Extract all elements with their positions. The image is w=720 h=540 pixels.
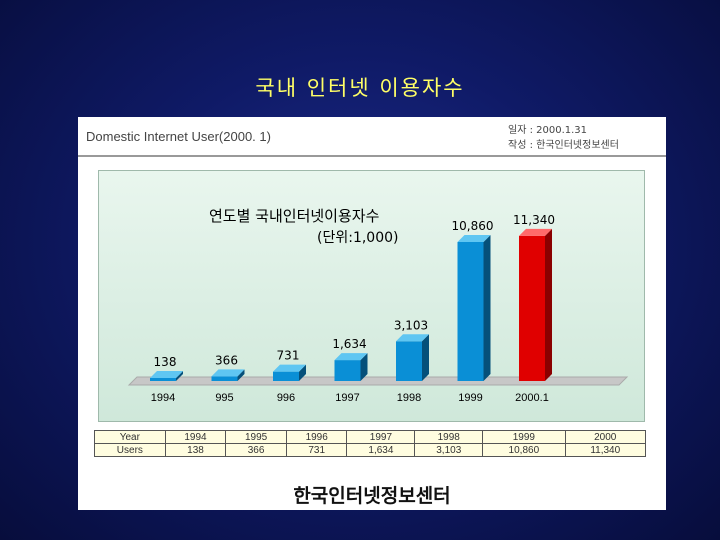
value-cell-4: 1,634 — [346, 443, 416, 457]
bar-1996 — [273, 371, 299, 381]
value-cell-7: 11,340 — [564, 443, 647, 457]
bar-side-2000.1 — [545, 228, 552, 381]
header-cell-3: 1996 — [285, 430, 348, 444]
chart-title: 연도별 국내인터넷이용자수 — [209, 207, 380, 225]
bar-top-1998 — [396, 334, 429, 342]
header-cell-2: 1995 — [225, 430, 287, 444]
footer-org: 한국인터넷정보센터 — [293, 485, 451, 507]
data-label-1999: 10,860 — [452, 219, 494, 233]
tick-label-1998: 1998 — [397, 392, 421, 404]
divider — [78, 155, 666, 157]
data-label-2000.1: 11,340 — [513, 213, 555, 227]
header-cell-5: 1998 — [414, 430, 484, 444]
chart-panel: Domestic Internet User(2000. 1) 일자 : 200… — [78, 117, 666, 510]
bar-side-1997 — [360, 353, 368, 381]
bar-top-1999 — [457, 234, 491, 242]
tick-label-2000.1: 2000.1 — [515, 392, 549, 404]
panel-heading: Domestic Internet User(2000. 1) — [86, 129, 271, 144]
header-cell-7: 2000 — [564, 430, 647, 444]
header-cell-6: 1999 — [482, 430, 566, 444]
chart-floor — [127, 376, 629, 386]
bar-side-1999 — [483, 234, 491, 381]
header-cell-1: 1994 — [164, 430, 227, 444]
author-line: 작성 : 한국인터넷정보센터 — [508, 140, 619, 151]
value-cell-5: 3,103 — [414, 443, 484, 457]
bar-top-1994 — [150, 371, 183, 378]
tick-label-1994: 1994 — [151, 392, 175, 404]
value-cell-3: 731 — [285, 443, 348, 457]
table-value-row: Users 138 366 731 1,634 3,103 10,860 11,340 — [94, 443, 647, 457]
header-cell-0: Year — [94, 430, 166, 444]
bar-1998 — [396, 341, 422, 381]
data-label-1997: 1,634 — [332, 337, 366, 351]
bar-top-2000.1 — [519, 228, 552, 236]
table-header-row: Year 1994 1995 1996 1997 1998 1999 2000 — [94, 430, 647, 444]
tick-label-1996: 996 — [277, 392, 295, 404]
bar-1995 — [211, 376, 238, 381]
data-label-1995: 366 — [215, 353, 238, 367]
header-cell-4: 1997 — [346, 430, 416, 444]
data-label-1994: 138 — [154, 355, 177, 369]
date-line: 일자 : 2000.1.31 — [508, 125, 588, 136]
slide-title: 국내 인터넷 이용자수 — [255, 76, 465, 100]
bar-1999 — [457, 241, 484, 381]
value-cell-2: 366 — [225, 443, 287, 457]
panel-meta: 일자 : 2000.1.31 작성 : 한국인터넷정보센터 — [508, 123, 619, 153]
tick-label-1999: 1999 — [458, 392, 482, 404]
bar-top-1996 — [273, 364, 306, 372]
bar-side-1998 — [422, 334, 429, 381]
data-label-1996: 731 — [277, 349, 300, 363]
bar-side-1996 — [299, 364, 306, 381]
data-table: Year 1994 1995 1996 1997 1998 1999 2000 Users 13… — [94, 430, 647, 457]
tick-label-1995: 995 — [215, 392, 233, 404]
bar-top-1995 — [211, 369, 245, 377]
bar-1994 — [150, 378, 176, 381]
data-label-1998: 3,103 — [394, 318, 428, 332]
bar-chart: 138 1994 366 995 731 996 1,634 1997 3,103 1998 10,… — [127, 213, 629, 404]
bar-side-1995 — [237, 369, 245, 381]
bar-top-1997 — [334, 353, 368, 361]
bar-2000.1 — [519, 235, 545, 381]
value-cell-6: 10,860 — [482, 443, 566, 457]
value-cell-1: 138 — [164, 443, 227, 457]
tick-label-1997: 1997 — [335, 392, 359, 404]
bar-side-1994 — [176, 371, 183, 381]
chart-area: 138 1994 366 995 731 996 1,634 1997 3,103 1998 10,… — [98, 170, 645, 422]
chart-subtitle: (단위:1,000) — [317, 230, 399, 246]
value-cell-0: Users — [94, 443, 166, 457]
bar-1997 — [334, 360, 361, 381]
